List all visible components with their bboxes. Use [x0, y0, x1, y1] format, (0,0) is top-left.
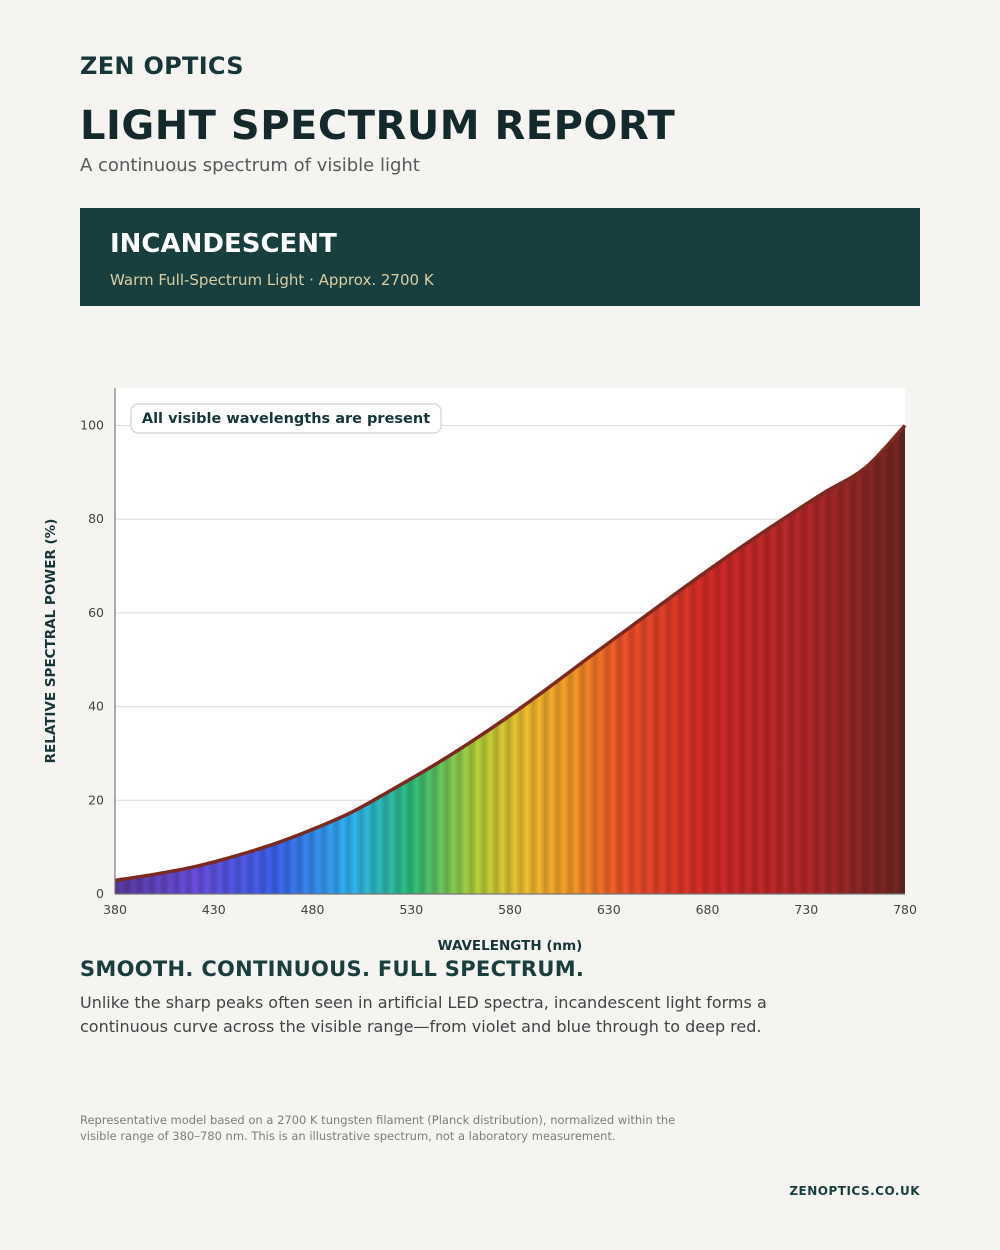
annotation-box — [130, 403, 442, 434]
lamp-type-banner: INCANDESCENT Warm Full-Spectrum Light · … — [80, 208, 920, 306]
banner-title: INCANDESCENT — [110, 229, 337, 259]
page-subtitle: A continuous spectrum of visible light — [80, 155, 420, 176]
section-body: Unlike the sharp peaks often seen in art… — [80, 993, 767, 1036]
banner-subtitle: Warm Full-Spectrum Light · Approx. 2700 … — [110, 271, 434, 289]
x-tick-label: 780 — [893, 902, 917, 917]
website-link[interactable]: ZENOPTICS.CO.UK — [789, 1184, 920, 1198]
y-tick-label: 40 — [88, 699, 104, 714]
footnote: Representative model based on a 2700 K t… — [80, 1113, 676, 1143]
spectrum-chart: 0 20 40 60 80 100 380 430 480 530 580 630 680 730 780 A… — [43, 388, 917, 954]
x-tick-label: 730 — [794, 902, 818, 917]
y-tick-label: 60 — [88, 605, 104, 620]
spectrum-curve — [114, 424, 907, 883]
x-tick-label: 530 — [399, 902, 423, 917]
x-tick-label: 430 — [202, 902, 226, 917]
y-axis-label: RELATIVE SPECTRAL POWER (%) — [43, 519, 59, 764]
x-tick-label: 480 — [301, 902, 325, 917]
y-tick-label: 100 — [80, 417, 104, 432]
x-axis-label: WAVELENGTH (nm) — [438, 938, 583, 954]
annotation-text: All visible wavelengths are present — [142, 411, 430, 427]
y-tick-label: 20 — [88, 792, 104, 807]
x-tick-label: 680 — [696, 902, 720, 917]
x-tick-label: 580 — [498, 902, 522, 917]
x-tick-label: 630 — [597, 902, 621, 917]
page-title: LIGHT SPECTRUM REPORT — [80, 103, 676, 149]
x-tick-label: 380 — [103, 902, 127, 917]
spectrum-stripes — [115, 425, 905, 894]
brand-name: ZEN OPTICS — [80, 52, 244, 80]
section-headline: SMOOTH. CONTINUOUS. FULL SPECTRUM. — [80, 957, 585, 981]
y-tick-label: 80 — [88, 511, 104, 526]
y-tick-label: 0 — [96, 886, 104, 901]
